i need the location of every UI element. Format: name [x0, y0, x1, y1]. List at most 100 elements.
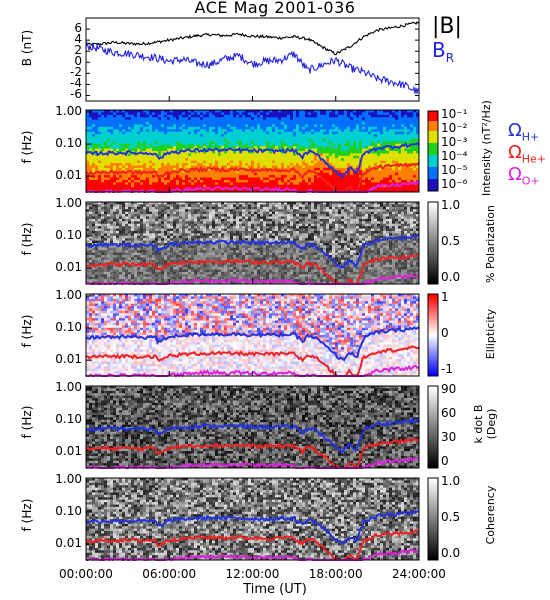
spectrogram-cell — [203, 114, 207, 118]
spectrogram-cell — [167, 267, 171, 270]
spectrogram-cell — [269, 172, 273, 176]
spectrogram-cell — [155, 124, 159, 128]
spectrogram-cell — [413, 158, 417, 162]
spectrogram-cell — [143, 223, 147, 227]
spectrogram-cell — [371, 172, 375, 176]
spectrogram-cell — [275, 175, 279, 178]
spectrogram-cell — [173, 264, 177, 268]
spectrogram-cell — [152, 235, 156, 239]
spectrogram-cell — [203, 141, 207, 145]
spectrogram-cell — [179, 233, 183, 237]
spectrogram-cell — [155, 126, 159, 130]
spectrogram-cell — [383, 172, 387, 176]
spectrogram-cell — [221, 172, 225, 176]
spectrogram-cell — [233, 138, 237, 142]
spectrogram-cell — [320, 143, 324, 147]
spectrogram-cell — [242, 131, 246, 135]
spectrogram-cell — [401, 126, 405, 130]
spectrogram-cell — [101, 143, 105, 147]
spectrogram-cell — [161, 218, 165, 222]
spectrogram-cell — [245, 182, 249, 186]
spectrogram-cell — [164, 184, 168, 188]
spectrogram-cell — [200, 175, 204, 178]
spectrogram-cell — [110, 138, 114, 142]
spectrogram-cell — [125, 134, 129, 137]
spectrogram-cell — [92, 187, 96, 190]
spectrogram-cell — [416, 155, 420, 159]
spectrogram-cell — [104, 110, 108, 113]
spectrogram-cell — [395, 179, 399, 183]
spectrogram-cell — [251, 136, 255, 140]
spectrogram-cell — [92, 247, 96, 251]
spectrogram-cell — [251, 163, 255, 166]
spectrogram-cell — [227, 146, 231, 149]
spectrogram-cell — [251, 129, 255, 133]
spectrogram-cell — [311, 119, 315, 123]
spectrogram-cell — [122, 122, 126, 125]
spectrogram-cell — [95, 274, 99, 278]
spectrogram-cell — [86, 202, 90, 205]
spectrogram-cell — [98, 274, 102, 278]
spectrogram-cell — [368, 160, 372, 164]
spectrogram-cell — [413, 131, 417, 135]
spectrogram-cell — [191, 170, 195, 174]
spectrogram-cell — [269, 158, 273, 162]
spectrogram-cell — [173, 216, 177, 220]
spectrogram-cell — [263, 126, 267, 130]
spectrogram-cell — [197, 163, 201, 166]
spectrogram-cell — [155, 165, 159, 169]
spectrogram-cell — [92, 117, 96, 121]
spectrogram-cell — [416, 146, 420, 149]
spectrogram-cell — [281, 119, 285, 123]
spectrogram-cell — [176, 274, 180, 278]
spectrogram-cell — [413, 165, 417, 169]
spectrogram-cell — [311, 167, 315, 171]
spectrogram-cell — [98, 238, 102, 241]
spectrogram-cell — [215, 119, 219, 123]
spectrogram-cell — [119, 279, 123, 282]
spectrogram-cell — [242, 110, 246, 113]
spectrogram-cell — [254, 141, 258, 145]
spectrogram-cell — [119, 276, 123, 280]
spectrogram-cell — [140, 136, 144, 140]
spectrogram-cell — [338, 160, 342, 164]
spectrogram-cell — [239, 170, 243, 174]
spectrogram-cell — [356, 155, 360, 159]
spectrogram-cell — [239, 177, 243, 181]
spectrogram-cell — [317, 146, 321, 149]
colorbar-swatch — [428, 129, 438, 132]
spectrogram-cell — [113, 235, 117, 239]
spectrogram-cell — [137, 223, 141, 227]
spectrogram-cell — [107, 134, 111, 137]
spectrogram-cell — [131, 122, 135, 125]
spectrogram-cell — [125, 235, 129, 239]
spectrogram-cell — [383, 155, 387, 159]
spectrogram-cell — [140, 112, 144, 116]
spectrogram-cell — [185, 175, 189, 178]
spectrogram-cell — [164, 252, 168, 256]
spectrogram-cell — [155, 255, 159, 258]
spectrogram-cell — [152, 141, 156, 145]
spectrogram-cell — [215, 129, 219, 133]
spectrogram-cell — [152, 257, 156, 261]
spectrogram-cell — [89, 271, 93, 275]
spectrogram-cell — [131, 167, 135, 171]
spectrogram-cell — [104, 267, 108, 270]
spectrogram-cell — [404, 184, 408, 188]
spectrogram-cell — [311, 172, 315, 176]
spectrogram-cell — [164, 114, 168, 118]
spectrogram-cell — [299, 165, 303, 169]
spectrogram-cell — [155, 233, 159, 237]
spectrogram-cell — [128, 221, 132, 225]
spectrogram-cell — [359, 122, 363, 125]
spectrogram-cell — [113, 269, 117, 273]
spectrogram-cell — [167, 218, 171, 222]
spectrogram-cell — [89, 228, 93, 232]
spectrogram-cell — [191, 146, 195, 149]
spectrogram-cell — [401, 165, 405, 169]
spectrogram-cell — [260, 117, 264, 121]
spectrogram-cell — [92, 202, 96, 205]
spectrogram-cell — [161, 252, 165, 256]
spectrogram-cell — [386, 124, 390, 128]
spectrogram-cell — [113, 184, 117, 188]
